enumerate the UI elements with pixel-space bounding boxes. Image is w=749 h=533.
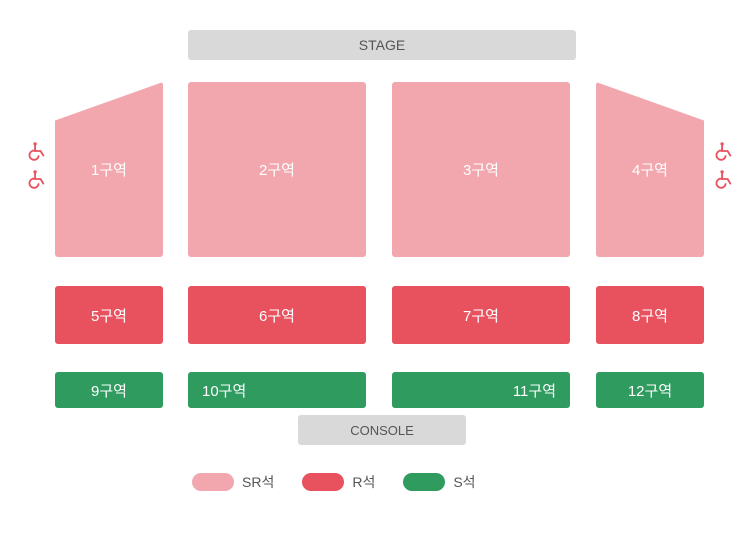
legend-label: SR석 [242,472,274,492]
wheelchair-icon [712,168,734,190]
section-zone-8[interactable]: 8구역 [596,286,704,344]
section-label: 7구역 [463,305,499,326]
section-label: 6구역 [259,305,295,326]
console-text: CONSOLE [350,423,414,438]
legend-item-r: R석 [302,472,375,492]
legend-swatch [302,473,344,491]
legend-swatch [192,473,234,491]
section-zone-11[interactable]: 11구역 [392,372,570,408]
section-label: 3구역 [463,159,499,180]
section-label: 2구역 [259,159,295,180]
console-label: CONSOLE [298,415,466,445]
stage-label: STAGE [188,30,576,60]
stage-text: STAGE [359,37,405,53]
section-zone-9[interactable]: 9구역 [55,372,163,408]
section-label: 11구역 [513,380,556,401]
wheelchair-icon [25,168,47,190]
legend-label: R석 [352,472,375,492]
section-label: 5구역 [91,305,127,326]
section-zone-2[interactable]: 2구역 [188,82,366,257]
section-zone-10[interactable]: 10구역 [188,372,366,408]
section-label: 8구역 [632,305,668,326]
section-zone-1[interactable]: 1구역 [55,82,163,257]
wheelchair-icon [25,140,47,162]
legend-label: S석 [453,472,475,492]
section-zone-3[interactable]: 3구역 [392,82,570,257]
section-label: 4구역 [632,159,668,180]
section-zone-6[interactable]: 6구역 [188,286,366,344]
section-zone-4[interactable]: 4구역 [596,82,704,257]
section-label: 10구역 [202,380,246,401]
section-label: 9구역 [91,380,127,401]
section-zone-7[interactable]: 7구역 [392,286,570,344]
wheelchair-icon [712,140,734,162]
section-zone-12[interactable]: 12구역 [596,372,704,408]
legend-item-s: S석 [403,472,475,492]
section-zone-5[interactable]: 5구역 [55,286,163,344]
legend: SR석 R석 S석 [192,472,476,492]
section-label: 12구역 [628,380,672,401]
legend-swatch [403,473,445,491]
section-label: 1구역 [91,159,127,180]
legend-item-sr: SR석 [192,472,274,492]
